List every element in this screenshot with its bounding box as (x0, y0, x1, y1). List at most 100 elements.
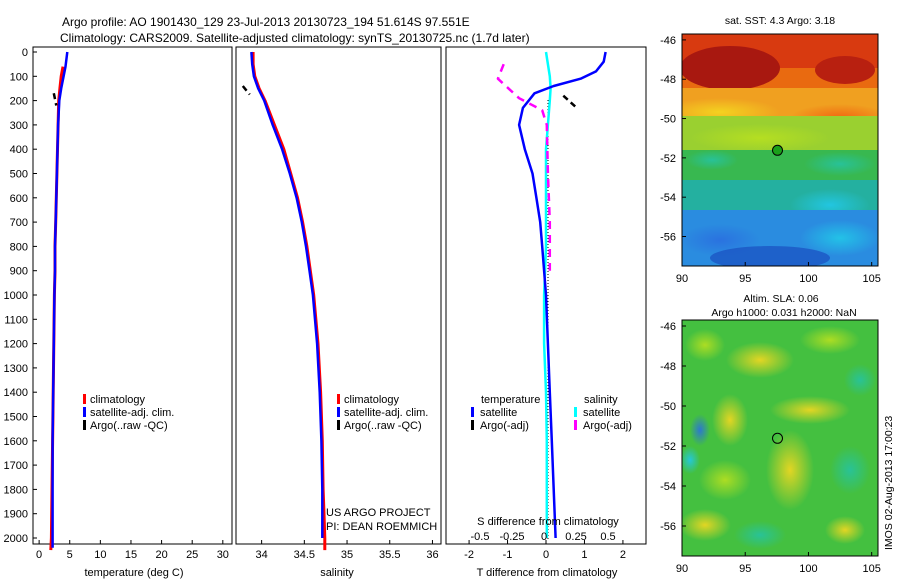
difference-panel: -2 -1 0 1 2 temperature salinity satellite A… (445, 46, 647, 579)
legend-swatch-s-satellite (574, 407, 577, 417)
sst-heatmap (682, 34, 878, 266)
depth-tick-label: 1500 (4, 412, 28, 424)
project-annotation: US ARGO PROJECT (326, 507, 431, 519)
x-tick-label: 30 (217, 549, 229, 561)
salinity-panel: 34 34.5 35 35.5 36 climatology satellite-adj… (235, 46, 442, 579)
sla-lat-axis: -46 -48 -50 -52 -54 -56 (660, 321, 686, 533)
lon-tick-label: 95 (739, 563, 751, 575)
depth-tick-label: 400 (10, 144, 28, 156)
legend-swatch-argo (337, 420, 340, 430)
lon-tick-label: 105 (862, 273, 880, 285)
x-tick-label: 34 (256, 549, 268, 561)
temperature-legend: climatology satellite-adj. clim. Argo(..… (83, 394, 174, 432)
header-line-1: Argo profile: AO 1901430_129 23-Jul-2013… (62, 15, 470, 29)
x-tick-label: 20 (155, 549, 167, 561)
legend-header-temperature: temperature (481, 394, 540, 406)
salinity-difference-satellite-line (542, 51, 552, 538)
lat-tick-label: -46 (660, 321, 676, 333)
x-tick-label: 0 (543, 549, 549, 561)
sla-lon-axis: 90 95 100 105 (676, 552, 881, 575)
sla-map-panel: Altim. SLA: 0.06 Argo h1000: 0.031 h2000… (660, 293, 895, 575)
temperature-x-label: temperature (deg C) (84, 567, 183, 579)
x-tick-label: 34.5 (294, 549, 315, 561)
depth-tick-label: 300 (10, 120, 28, 132)
lat-tick-label: -50 (660, 114, 676, 126)
s-difference-tick-label: 0.25 (565, 531, 586, 543)
depth-tick-label: 200 (10, 96, 28, 108)
legend-label-t-argo: Argo(-adj) (480, 420, 529, 432)
sla-map-subtitle: Argo h1000: 0.031 h2000: NaN (711, 307, 856, 319)
legend-label-s-satellite: satellite (583, 407, 620, 419)
depth-tick-label: 500 (10, 169, 28, 181)
s-difference-tick-label: 0 (541, 531, 547, 543)
lat-tick-label: -52 (660, 153, 676, 165)
salinity-argo-line (241, 85, 251, 96)
sst-map-panel: sat. SST: 4.3 Argo: 3.18 90 95 100 105 -46 (660, 15, 881, 285)
difference-lines (496, 51, 607, 539)
depth-tick-label: 1000 (4, 290, 28, 302)
lon-tick-label: 90 (676, 563, 688, 575)
lon-tick-label: 100 (799, 273, 817, 285)
legend-label-satellite: satellite-adj. clim. (90, 407, 174, 419)
legend-swatch-climatology (337, 394, 340, 404)
lat-tick-label: -50 (660, 401, 676, 413)
lat-tick-label: -48 (660, 361, 676, 373)
depth-tick-label: 700 (10, 217, 28, 229)
depth-tick-label: 1200 (4, 339, 28, 351)
depth-tick-label: 900 (10, 266, 28, 278)
legend-label-t-satellite: satellite (480, 407, 517, 419)
s-difference-tick-label: -0.25 (499, 531, 524, 543)
legend-swatch-satellite (83, 407, 86, 417)
x-tick-label: 0 (36, 549, 42, 561)
salinity-lines (241, 51, 327, 551)
salinity-satellite-line (250, 51, 324, 538)
lat-tick-label: -48 (660, 74, 676, 86)
x-tick-label: 10 (94, 549, 106, 561)
temperature-panel: 0100200300400500600700800900100011001200… (4, 46, 233, 579)
x-tick-label: 5 (67, 549, 73, 561)
depth-tick-label: 1100 (4, 314, 28, 326)
sst-lat-axis: -46 -48 -50 -52 -54 -56 (660, 35, 686, 244)
depth-tick-label: 100 (10, 71, 28, 83)
temperature-satellite-line (51, 51, 69, 548)
x-tick-label: 1 (581, 549, 587, 561)
x-tick-label: 35 (341, 549, 353, 561)
lat-tick-label: -54 (660, 481, 676, 493)
legend-header-salinity: salinity (584, 394, 618, 406)
sla-map-frame (681, 319, 879, 557)
depth-tick-label: 600 (10, 193, 28, 205)
argo-location-marker (772, 432, 783, 444)
lon-tick-label: 95 (739, 273, 751, 285)
x-tick-label: 2 (620, 549, 626, 561)
header-line-2: Climatology: CARS2009. Satellite-adjuste… (60, 31, 530, 45)
s-difference-tick-label: -0.5 (471, 531, 490, 543)
depth-tick-label: 1300 (4, 363, 28, 375)
lat-tick-label: -56 (660, 232, 676, 244)
temperature-argo-line (52, 93, 58, 106)
sst-map-title: sat. SST: 4.3 Argo: 3.18 (725, 15, 835, 27)
temperature-difference-satellite-line (517, 51, 607, 539)
lat-tick-label: -54 (660, 192, 676, 204)
x-tick-label: -2 (464, 549, 474, 561)
x-tick-label: 25 (186, 549, 198, 561)
s-difference-tick-label: 0.5 (600, 531, 615, 543)
lat-tick-label: -46 (660, 35, 676, 47)
legend-swatch-t-argo (471, 420, 474, 430)
legend-swatch-argo (83, 420, 86, 430)
depth-tick-label: 0 (22, 47, 28, 59)
x-tick-label: -1 (503, 549, 513, 561)
lat-tick-label: -56 (660, 521, 676, 533)
argo-location-marker (772, 144, 783, 156)
salinity-legend: climatology satellite-adj. clim. Argo(..… (337, 394, 428, 432)
depth-axis: 0 100 200 300 400 500 600 700 800 900 1000 1100 1200… (4, 47, 37, 545)
sst-lon-axis: 90 95 100 105 (676, 262, 881, 285)
legend-label-satellite: satellite-adj. clim. (344, 407, 428, 419)
depth-tick-label: 1800 (4, 484, 28, 496)
lon-tick-label: 90 (676, 273, 688, 285)
salinity-x-label: salinity (320, 567, 354, 579)
legend-swatch-s-argo (574, 420, 577, 430)
legend-swatch-t-satellite (471, 407, 474, 417)
depth-tick-label: 1400 (4, 387, 28, 399)
imos-timestamp: IMOS 02-Aug-2013 17:00:23 (883, 416, 895, 550)
